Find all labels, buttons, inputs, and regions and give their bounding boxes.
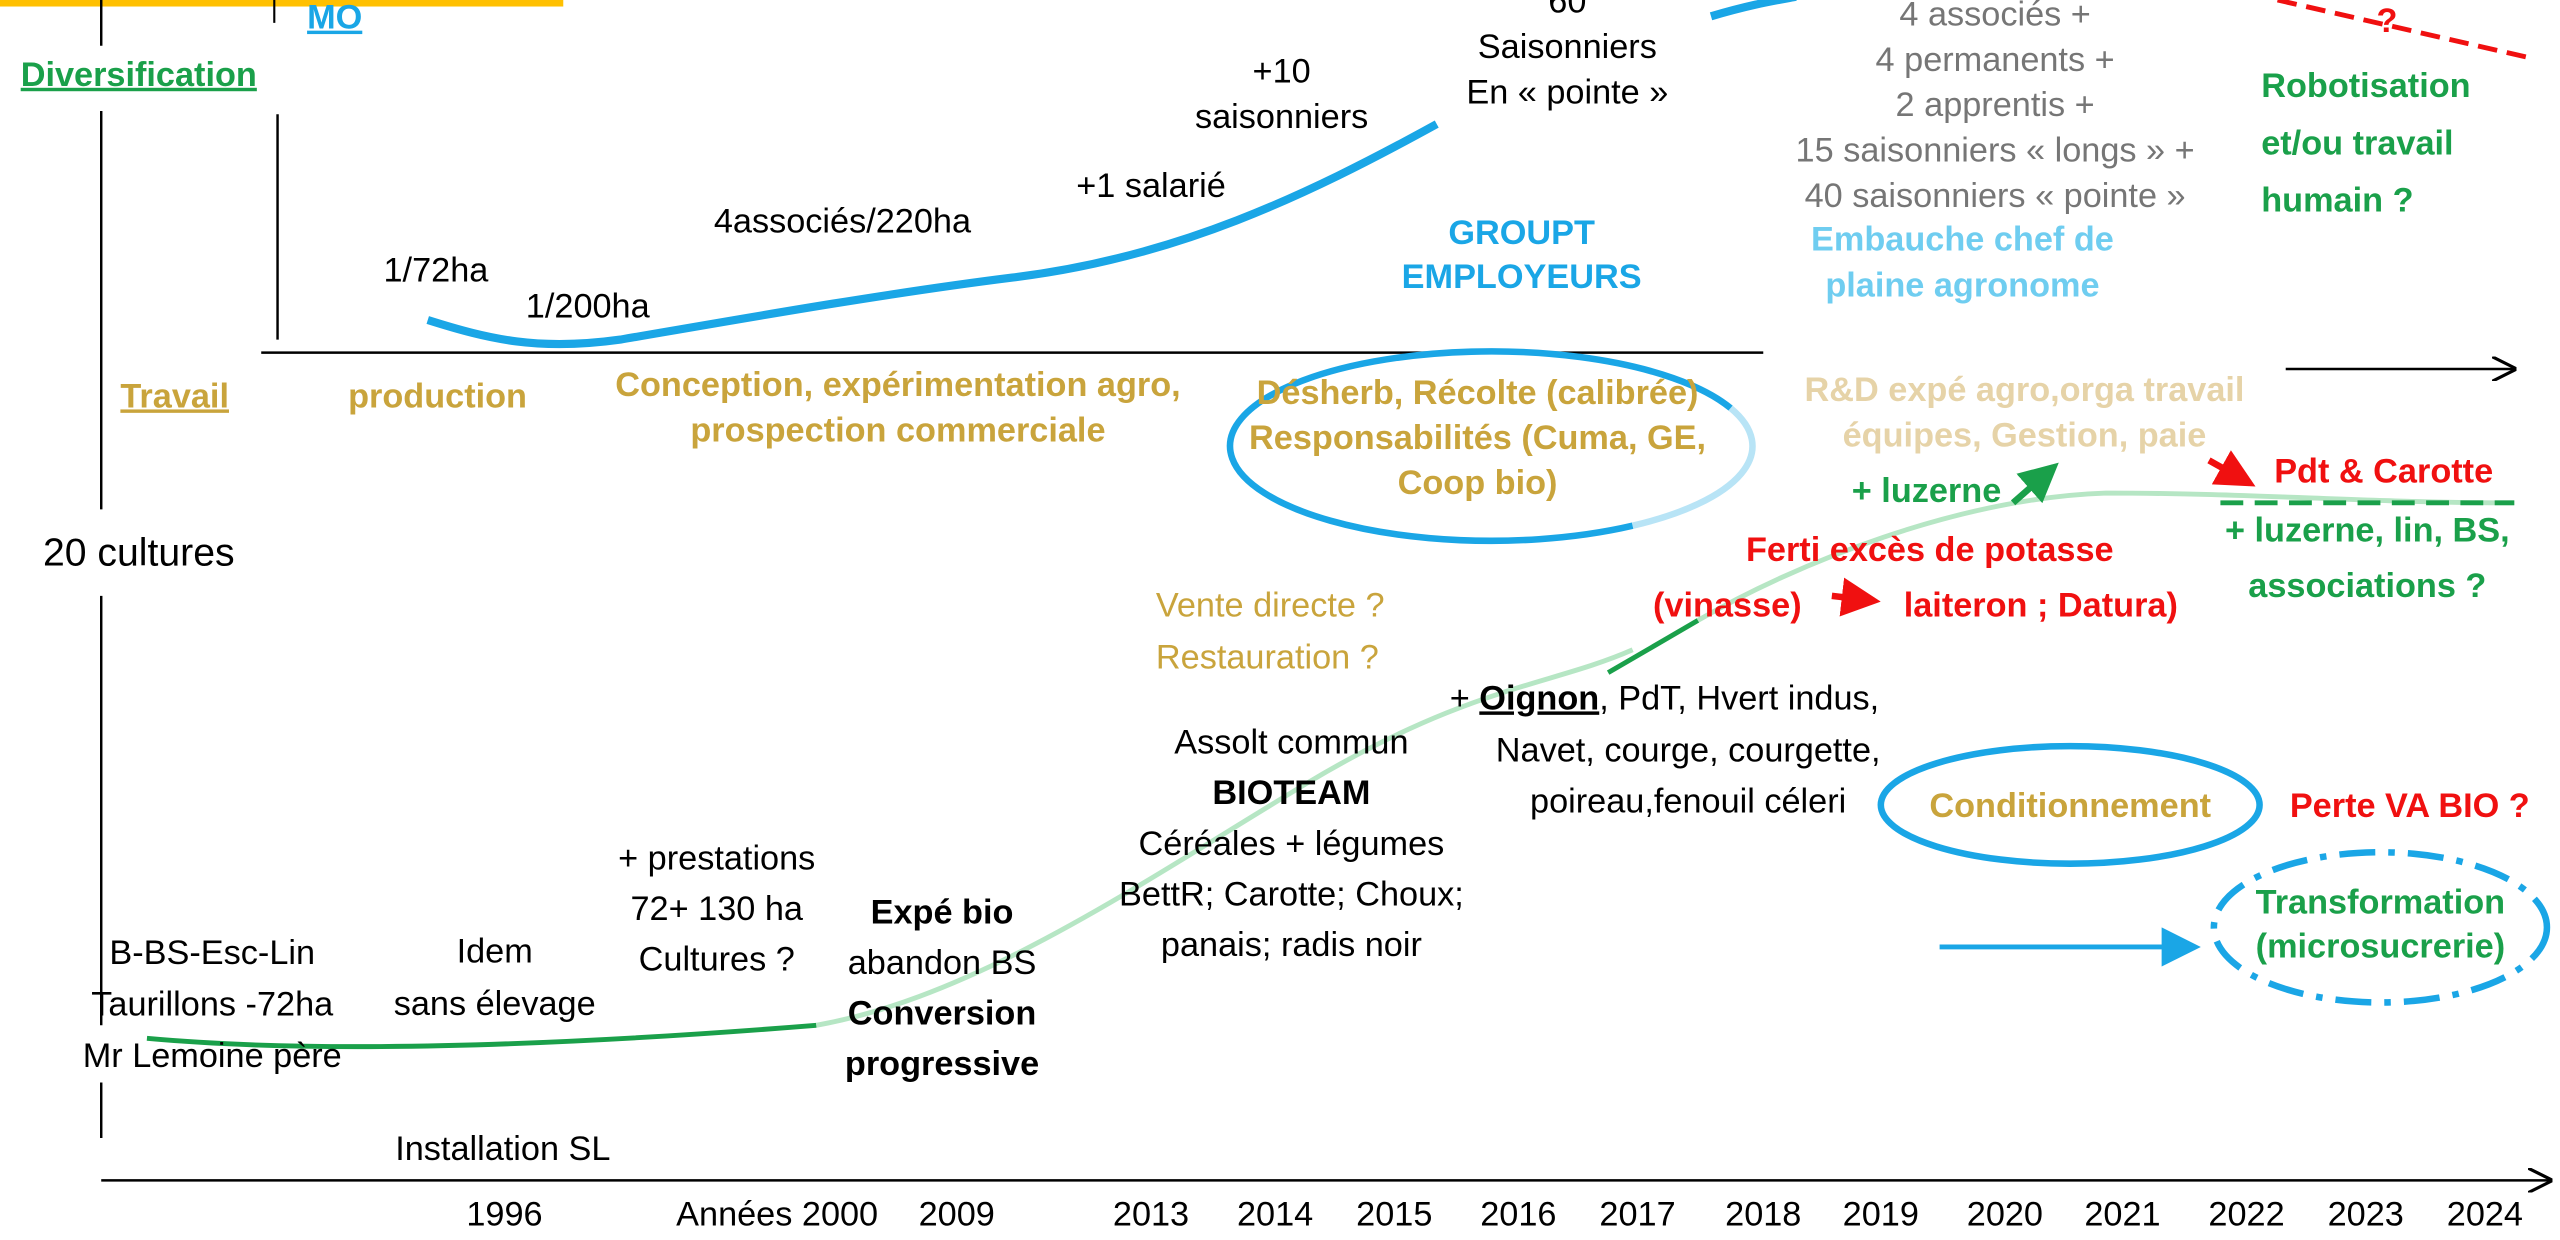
label-line: associations ? [2248, 567, 2486, 605]
label: 4associés/220ha [714, 203, 972, 241]
label-line: 4 permanents + [1876, 41, 2115, 79]
label: laiteron ; Datura) [1904, 586, 2178, 624]
label: +1 salarié [1076, 167, 1226, 205]
text: Oignon [1479, 679, 1599, 717]
label: Travail [120, 377, 229, 415]
label-line: 72+ 130 ha [631, 890, 804, 928]
label: (vinasse) [1653, 586, 1802, 624]
label-line: abandon BS [848, 944, 1037, 982]
label-line: BIOTEAM [1212, 774, 1370, 812]
label-line: 4 associés + [1899, 0, 2090, 33]
label-line: progressive [845, 1045, 1039, 1083]
label-line: + prestations [618, 839, 815, 877]
label-line: plaine agronome [1825, 266, 2099, 304]
label-line: saisonniers [1195, 98, 1368, 136]
label-line: Saisonniers [1478, 28, 1657, 66]
label-line: poireau,fenouil céleri [1530, 782, 1846, 820]
label-line: 2 apprentis + [1896, 86, 2095, 124]
layout [0, 0, 2550, 1180]
year-label: 1996 [466, 1195, 542, 1233]
label: 1/200ha [526, 288, 651, 326]
label-line: Coop bio) [1398, 464, 1558, 502]
year-label: 2015 [1356, 1195, 1432, 1233]
label-line: Cultures ? [639, 941, 795, 979]
label-line: panais; radis noir [1161, 926, 1422, 964]
year-label: 2023 [2328, 1195, 2404, 1233]
label-line: Taurillons -72ha [91, 986, 334, 1024]
year-label: 2019 [1843, 1195, 1919, 1233]
label-line: et/ou travail [2261, 124, 2453, 162]
label-line: 15 saisonniers « longs » + [1796, 132, 2195, 170]
year-label: 2021 [2084, 1195, 2160, 1233]
label-line: R&D expé agro,orga travail [1805, 371, 2245, 409]
year-label: 2024 [2447, 1195, 2523, 1233]
text: , PdT, Hvert indus, [1599, 679, 1879, 717]
label-line: B-BS-Esc-Lin [109, 934, 315, 972]
label-line: sans élevage [394, 985, 596, 1023]
label: ? [2376, 2, 2397, 40]
label-line: +10 [1253, 53, 1311, 91]
label: Ferti excès de potasse [1746, 531, 2114, 569]
label-line: Expé bio [871, 893, 1014, 931]
label: Installation SL [395, 1130, 610, 1168]
year-label: 2018 [1725, 1195, 1801, 1233]
labels: MO Diversification Travail production 20… [21, 0, 2530, 1168]
label: 20 cultures [43, 531, 235, 574]
label-line: Assolt commun [1174, 724, 1408, 762]
label-line: Restauration ? [1156, 639, 1379, 677]
label-line: (microsucrerie) [2256, 928, 2505, 966]
label: MO [307, 0, 362, 37]
multiline-labels: Conception, expérimentation agro, prospec… [83, 0, 2510, 1083]
text: + [1450, 679, 1480, 717]
year-label: 2016 [1480, 1195, 1556, 1233]
label-line: En « pointe » [1466, 74, 1668, 112]
label: 1/72ha [384, 252, 490, 290]
label-line: Robotisation [2261, 67, 2470, 105]
label-line: EMPLOYEURS [1402, 258, 1642, 296]
label-line: Idem [457, 933, 533, 971]
year-label: 2014 [1237, 1195, 1313, 1233]
label: + Oignon, PdT, Hvert indus, [1450, 679, 1879, 717]
year-label: 2017 [1599, 1195, 1675, 1233]
label-line: + luzerne, lin, BS, [2225, 511, 2510, 549]
year-label: 2009 [919, 1195, 995, 1233]
label: + luzerne [1852, 472, 2002, 510]
label-line: équipes, Gestion, paie [1843, 417, 2207, 455]
label-line: 60 [1548, 0, 1586, 20]
label-line: humain ? [2261, 182, 2413, 220]
label: Diversification [21, 56, 257, 94]
label-line: Conversion [848, 995, 1037, 1033]
label-line: Désherb, Récolte (calibrée) [1257, 374, 1699, 412]
year-label: 2020 [1967, 1195, 2043, 1233]
label-line: Vente directe ? [1156, 586, 1385, 624]
label-line: prospection commerciale [690, 412, 1105, 450]
label-line: Embauche chef de [1811, 221, 2114, 259]
label-line: Mr Lemoine père [83, 1037, 342, 1075]
label: production [348, 377, 527, 415]
label-line: Conception, expérimentation agro, [615, 366, 1180, 404]
label-line: Responsabilités (Cuma, GE, [1249, 419, 1706, 457]
label-line: GROUPT [1448, 214, 1595, 252]
year-axis: 1996 Années 2000 2009 2013 2014 2015 2016 2017 2… [466, 1195, 2523, 1233]
year-label: 2013 [1113, 1195, 1189, 1233]
label-line: Navet, courge, courgette, [1496, 732, 1881, 770]
label-line: BettR; Carotte; Choux; [1119, 875, 1464, 913]
label: Pdt & Carotte [2274, 453, 2493, 491]
label: Conditionnement [1929, 787, 2211, 825]
label-line: Transformation [2256, 884, 2505, 922]
label: Perte VA BIO ? [2290, 787, 2530, 825]
year-label: Années 2000 [676, 1195, 878, 1233]
label-line: 40 saisonniers « pointe » [1805, 177, 2186, 215]
year-label: 2022 [2208, 1195, 2284, 1233]
label-line: Céréales + légumes [1139, 825, 1445, 863]
